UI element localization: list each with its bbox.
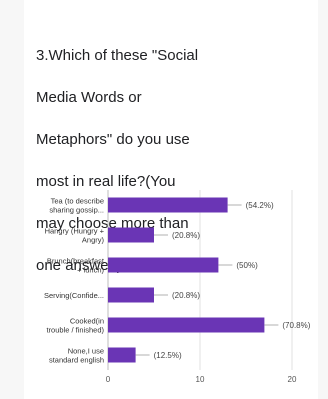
x-tick-label: 0 [106,375,111,384]
category-label: Tea (to describe sharing gossip... [49,197,104,215]
data-label: (12.5%) [154,351,182,360]
data-label: (20.8%) [172,231,200,240]
category-label: Hangry (Hungry + Angry) [45,227,105,245]
category-label: None,I use standard english [49,347,104,365]
category-label: Cooked(in trouble / finished) [46,317,104,335]
x-tick-label: 10 [196,375,205,384]
data-label: (70.8%) [282,321,310,330]
bar [108,197,228,213]
bar [108,317,265,333]
category-label: Brunch(breakfast + lunch) [47,257,105,275]
data-label: (20.8%) [172,291,200,300]
bar [108,347,136,363]
x-tick-label: 20 [288,375,297,384]
question-line: most in real life?(You [36,173,176,190]
bar [108,227,154,243]
question-title: 3.Which of these "Social Media Words or … [36,24,236,297]
question-line: Media Words or [36,89,142,106]
question-line: may choose more than [36,215,189,232]
category-label: Serving(Confide... [44,291,104,300]
bar [108,287,154,303]
data-label: (50%) [236,261,258,270]
question-line: 3.Which of these "Social [36,47,199,64]
bar [108,257,219,273]
data-label: (54.2%) [246,201,274,210]
question-line: Metaphors" do you use [36,131,190,148]
